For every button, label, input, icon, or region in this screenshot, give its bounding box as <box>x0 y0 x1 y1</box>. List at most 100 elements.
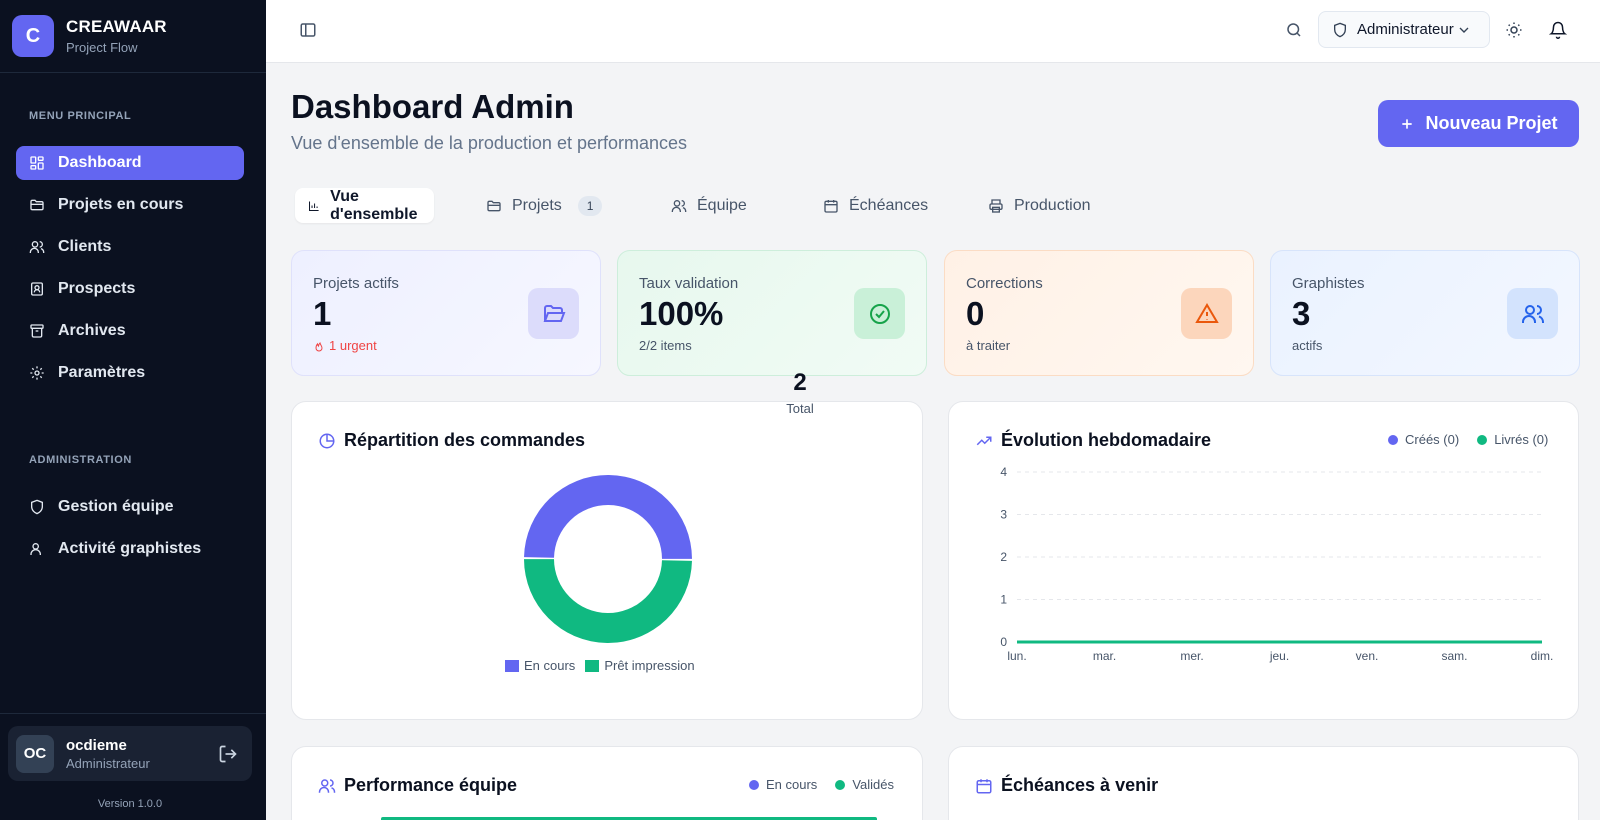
sidebar-item-gestion-equipe[interactable]: Gestion équipe <box>16 490 244 524</box>
line-legend: Créés (0) Livrés (0) <box>1388 432 1548 447</box>
brand-subtitle: Project Flow <box>66 40 138 55</box>
sidebar-item-label: Clients <box>58 238 112 255</box>
x-tick-label: dim. <box>1531 649 1554 663</box>
user-role: Administrateur <box>66 755 150 771</box>
tab-label: Production <box>1014 196 1091 214</box>
stat-value: 100% <box>639 295 724 332</box>
admin-nav: Gestion équipe Activité graphistes <box>16 490 244 574</box>
page-title: Dashboard Admin <box>291 88 574 125</box>
sidebar-item-parametres[interactable]: Paramètres <box>16 356 244 390</box>
card-title: Performance équipe <box>318 775 517 796</box>
stat-card-corrections[interactable]: Corrections 0 à traiter <box>944 250 1254 376</box>
sidebar-toggle-button[interactable] <box>292 14 324 46</box>
gear-icon <box>30 366 44 380</box>
tab-label: Projets <box>512 196 562 214</box>
card-title-text: Répartition des commandes <box>344 430 586 450</box>
legend-label: Livrés (0) <box>1494 432 1549 447</box>
tab-equipe[interactable]: Équipe <box>671 188 747 223</box>
tab-overview[interactable]: Vue d'ensemble <box>295 188 435 223</box>
theme-toggle-button[interactable] <box>1498 14 1530 46</box>
weekly-evolution-card: Évolution hebdomadaire Créés (0) Livrés … <box>948 401 1579 720</box>
notifications-button[interactable] <box>1542 14 1574 46</box>
role-selector-label: Administrateur <box>1357 21 1454 38</box>
section-label-admin: ADMINISTRATION <box>29 454 132 466</box>
users-icon <box>318 778 336 793</box>
users-icon <box>29 241 45 253</box>
flame-icon <box>315 341 323 352</box>
legend-label: En cours <box>524 658 576 673</box>
sun-icon <box>1506 22 1522 38</box>
stat-sub-text: 1 urgent <box>329 338 377 353</box>
y-tick-label: 2 <box>1000 550 1007 564</box>
x-tick-label: mer. <box>1180 649 1203 663</box>
search-icon <box>1287 23 1301 37</box>
tab-badge: 1 <box>577 195 603 216</box>
check-circle-icon <box>869 303 890 324</box>
stat-icon-box <box>854 288 905 339</box>
tab-echeances[interactable]: Échéances <box>823 188 928 223</box>
users-icon <box>671 199 687 212</box>
sidebar-toggle-icon <box>300 23 316 37</box>
stat-value: 1 <box>313 295 332 332</box>
sidebar-item-label: Activité graphistes <box>58 540 202 557</box>
sidebar-item-activite-graphistes[interactable]: Activité graphistes <box>16 532 244 566</box>
section-label-main: MENU PRINCIPAL <box>29 110 132 122</box>
trending-up-icon <box>976 436 992 445</box>
search-button[interactable] <box>1278 14 1310 46</box>
sidebar: C CREAWAAR Project Flow MENU PRINCIPAL D… <box>0 0 266 820</box>
x-tick-label: jeu. <box>1269 649 1289 663</box>
team-performance-card: Performance équipe En cours Validés <box>291 746 923 820</box>
sidebar-item-label: Prospects <box>58 280 136 297</box>
orders-distribution-card: Répartition des commandes En cours Prêt … <box>291 401 923 720</box>
avatar: OC <box>16 734 54 773</box>
sidebar-item-clients[interactable]: Clients <box>16 230 244 264</box>
topbar: Administrateur <box>266 0 1600 63</box>
x-tick-label: ven. <box>1356 649 1379 663</box>
logout-icon[interactable] <box>218 744 238 764</box>
sidebar-item-label: Paramètres <box>58 364 146 381</box>
printer-icon <box>989 198 1003 213</box>
legend-dot <box>1477 434 1488 445</box>
stat-sub: actifs <box>1292 338 1323 353</box>
card-title-text: Évolution hebdomadaire <box>1001 430 1212 450</box>
performance-bar <box>381 817 877 820</box>
sidebar-item-projets[interactable]: Projets en cours <box>16 188 244 222</box>
calendar-icon <box>824 199 838 213</box>
bar-chart-icon <box>309 200 319 211</box>
warning-icon <box>1194 302 1219 323</box>
tab-label: Échéances <box>849 196 929 214</box>
sidebar-item-dashboard[interactable]: Dashboard <box>16 146 244 180</box>
tab-projets[interactable]: Projets 1 <box>486 188 603 223</box>
stat-card-taux-validation[interactable]: Taux validation 100% 2/2 items <box>617 250 927 376</box>
legend-label: Prêt impression <box>604 658 695 673</box>
grid-icon <box>30 156 44 170</box>
new-project-label: Nouveau Projet <box>1425 113 1558 133</box>
new-project-button[interactable]: Nouveau Projet <box>1378 100 1579 147</box>
stat-label: Taux validation <box>639 275 739 292</box>
chevron-down-icon <box>1459 27 1469 33</box>
users-icon <box>1521 304 1544 323</box>
sidebar-item-label: Dashboard <box>58 154 142 171</box>
y-tick-label: 0 <box>1000 635 1007 649</box>
stat-icon-box <box>1507 288 1558 339</box>
stat-card-graphistes[interactable]: Graphistes 3 actifs <box>1270 250 1580 376</box>
legend-dot <box>835 779 846 790</box>
sidebar-item-archives[interactable]: Archives <box>16 314 244 348</box>
stat-card-projets-actifs[interactable]: Projets actifs 1 1 urgent <box>291 250 601 376</box>
sidebar-item-prospects[interactable]: Prospects <box>16 272 244 306</box>
donut-total-value: 2 <box>793 369 807 396</box>
divider <box>0 713 266 714</box>
upcoming-deadlines-card: Échéances à venir <box>948 746 1579 820</box>
role-selector[interactable]: Administrateur <box>1318 11 1490 48</box>
user-name: ocdieme <box>66 736 127 754</box>
sidebar-item-label: Archives <box>58 322 126 339</box>
tab-production[interactable]: Production <box>988 188 1091 223</box>
brand[interactable]: C CREAWAAR Project Flow <box>0 0 266 73</box>
shield-icon <box>1334 22 1346 37</box>
donut-chart <box>524 474 692 643</box>
stat-icon-box <box>1181 288 1232 339</box>
bell-icon <box>1549 21 1567 39</box>
donut-slice-2 <box>524 559 692 643</box>
shield-icon <box>31 499 43 515</box>
user-card: OC ocdieme Administrateur <box>8 726 252 781</box>
